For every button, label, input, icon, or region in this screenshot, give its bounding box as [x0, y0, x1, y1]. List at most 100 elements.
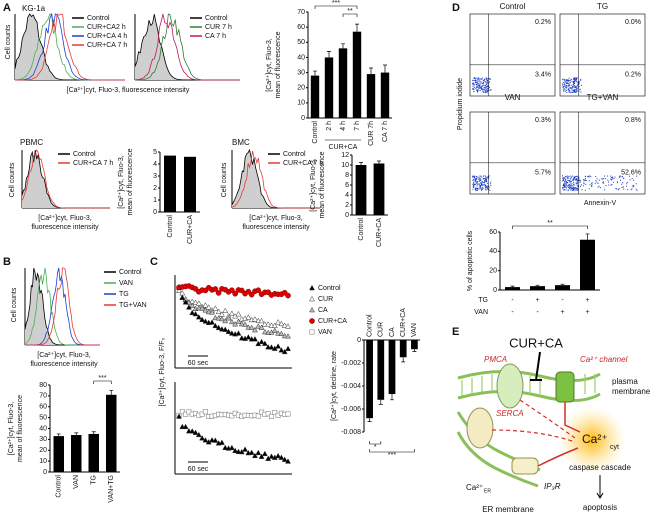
flow-event	[615, 188, 617, 190]
flow-event	[568, 84, 570, 86]
flow-event	[473, 181, 475, 183]
flow-event	[475, 81, 477, 83]
trace-point	[219, 315, 225, 322]
flow-event	[574, 91, 576, 93]
flow-event	[567, 177, 569, 179]
y-tick-label: 2	[153, 185, 157, 192]
flow-event	[481, 77, 483, 79]
y-tick-label: 12	[341, 152, 349, 159]
flow-event	[563, 90, 565, 92]
flow-event	[574, 78, 576, 80]
flow-event	[484, 89, 486, 91]
y-tick-label: -0.006	[341, 406, 361, 413]
flow-event	[475, 181, 477, 183]
flow-event	[477, 176, 479, 178]
trace-point	[278, 320, 285, 327]
histogram-fill	[25, 268, 100, 345]
flow-event	[568, 88, 570, 90]
flow-event	[569, 82, 571, 84]
trace-point	[245, 314, 252, 320]
flow-event	[610, 176, 612, 178]
trace-point	[212, 314, 219, 321]
x-tick-label: CA	[389, 327, 396, 337]
flow-event	[565, 80, 567, 82]
flow-event	[480, 182, 482, 184]
flow-event	[576, 89, 578, 91]
flow-event	[569, 81, 571, 83]
flow-event	[619, 176, 621, 178]
flow-event	[567, 177, 569, 179]
flow-event	[481, 85, 483, 87]
error-bar	[109, 390, 114, 395]
flow-event	[486, 89, 488, 91]
flow-event	[579, 181, 581, 183]
y-tick-label: 10	[39, 458, 47, 465]
trace-point	[209, 309, 215, 315]
flow-event	[585, 180, 587, 182]
y-tick-label: 0	[153, 209, 157, 216]
scale-label: 60 sec	[188, 466, 209, 473]
trace-point	[281, 348, 288, 355]
trace-point	[225, 315, 232, 321]
flow-event	[575, 86, 577, 88]
quadrant-value: 0.3%	[535, 117, 551, 124]
flow-event	[485, 88, 487, 90]
trace-point	[268, 413, 274, 419]
trace-point	[245, 334, 252, 340]
flow-event	[563, 177, 565, 179]
flow-event	[486, 186, 488, 188]
flow-event	[565, 181, 567, 183]
flow-event	[579, 88, 581, 90]
error-bar	[341, 43, 345, 49]
flow-event	[479, 187, 481, 189]
error-bar	[313, 70, 317, 76]
trace-point	[275, 330, 282, 336]
flow-event	[565, 179, 567, 181]
flow-event	[478, 78, 480, 80]
inhibition	[530, 351, 542, 381]
error-bar	[412, 349, 417, 352]
flow-event	[472, 179, 474, 181]
flow-event	[568, 185, 570, 187]
error-bar	[355, 23, 359, 32]
pmca-label: PMCA	[484, 355, 507, 364]
serca	[466, 407, 494, 449]
flow-event	[481, 183, 483, 185]
flow-event	[579, 89, 581, 91]
trace-point	[232, 321, 239, 327]
trace-point	[258, 453, 265, 459]
flow-event	[473, 185, 475, 187]
flow-event	[485, 186, 487, 188]
flow-event	[564, 185, 566, 187]
flow-event	[591, 182, 593, 184]
flow-event	[486, 185, 488, 187]
flow-event	[485, 184, 487, 186]
y-tick-label: 2	[345, 202, 349, 209]
flow-event	[591, 186, 593, 188]
trace-point	[202, 409, 208, 415]
flow-event	[483, 88, 485, 90]
flow-event	[490, 185, 492, 187]
flow-event	[484, 84, 486, 86]
flow-event	[569, 188, 571, 190]
legend-label: CUR+CA	[318, 318, 347, 325]
flow-event	[565, 182, 567, 184]
flow-event	[472, 183, 474, 185]
flow-event	[576, 85, 578, 87]
flow-event	[635, 183, 637, 185]
trace-point	[258, 338, 265, 345]
flow-event	[481, 88, 483, 90]
flow-event	[565, 79, 567, 81]
y-tick-label: 0	[43, 469, 47, 476]
trace-point	[199, 435, 206, 441]
x-label: [Ca²⁺]cyt, Fluo-3, fluorescence intensit…	[67, 87, 190, 94]
flow-event	[482, 177, 484, 179]
flow-event	[478, 183, 480, 185]
flow-event	[488, 87, 490, 89]
flow-event	[481, 187, 483, 189]
membrane-label: membrane	[612, 387, 650, 396]
legend-label: CA 7 h	[205, 33, 226, 40]
flow-event	[568, 79, 570, 81]
flow-event	[580, 91, 582, 93]
flow-event	[482, 181, 484, 183]
